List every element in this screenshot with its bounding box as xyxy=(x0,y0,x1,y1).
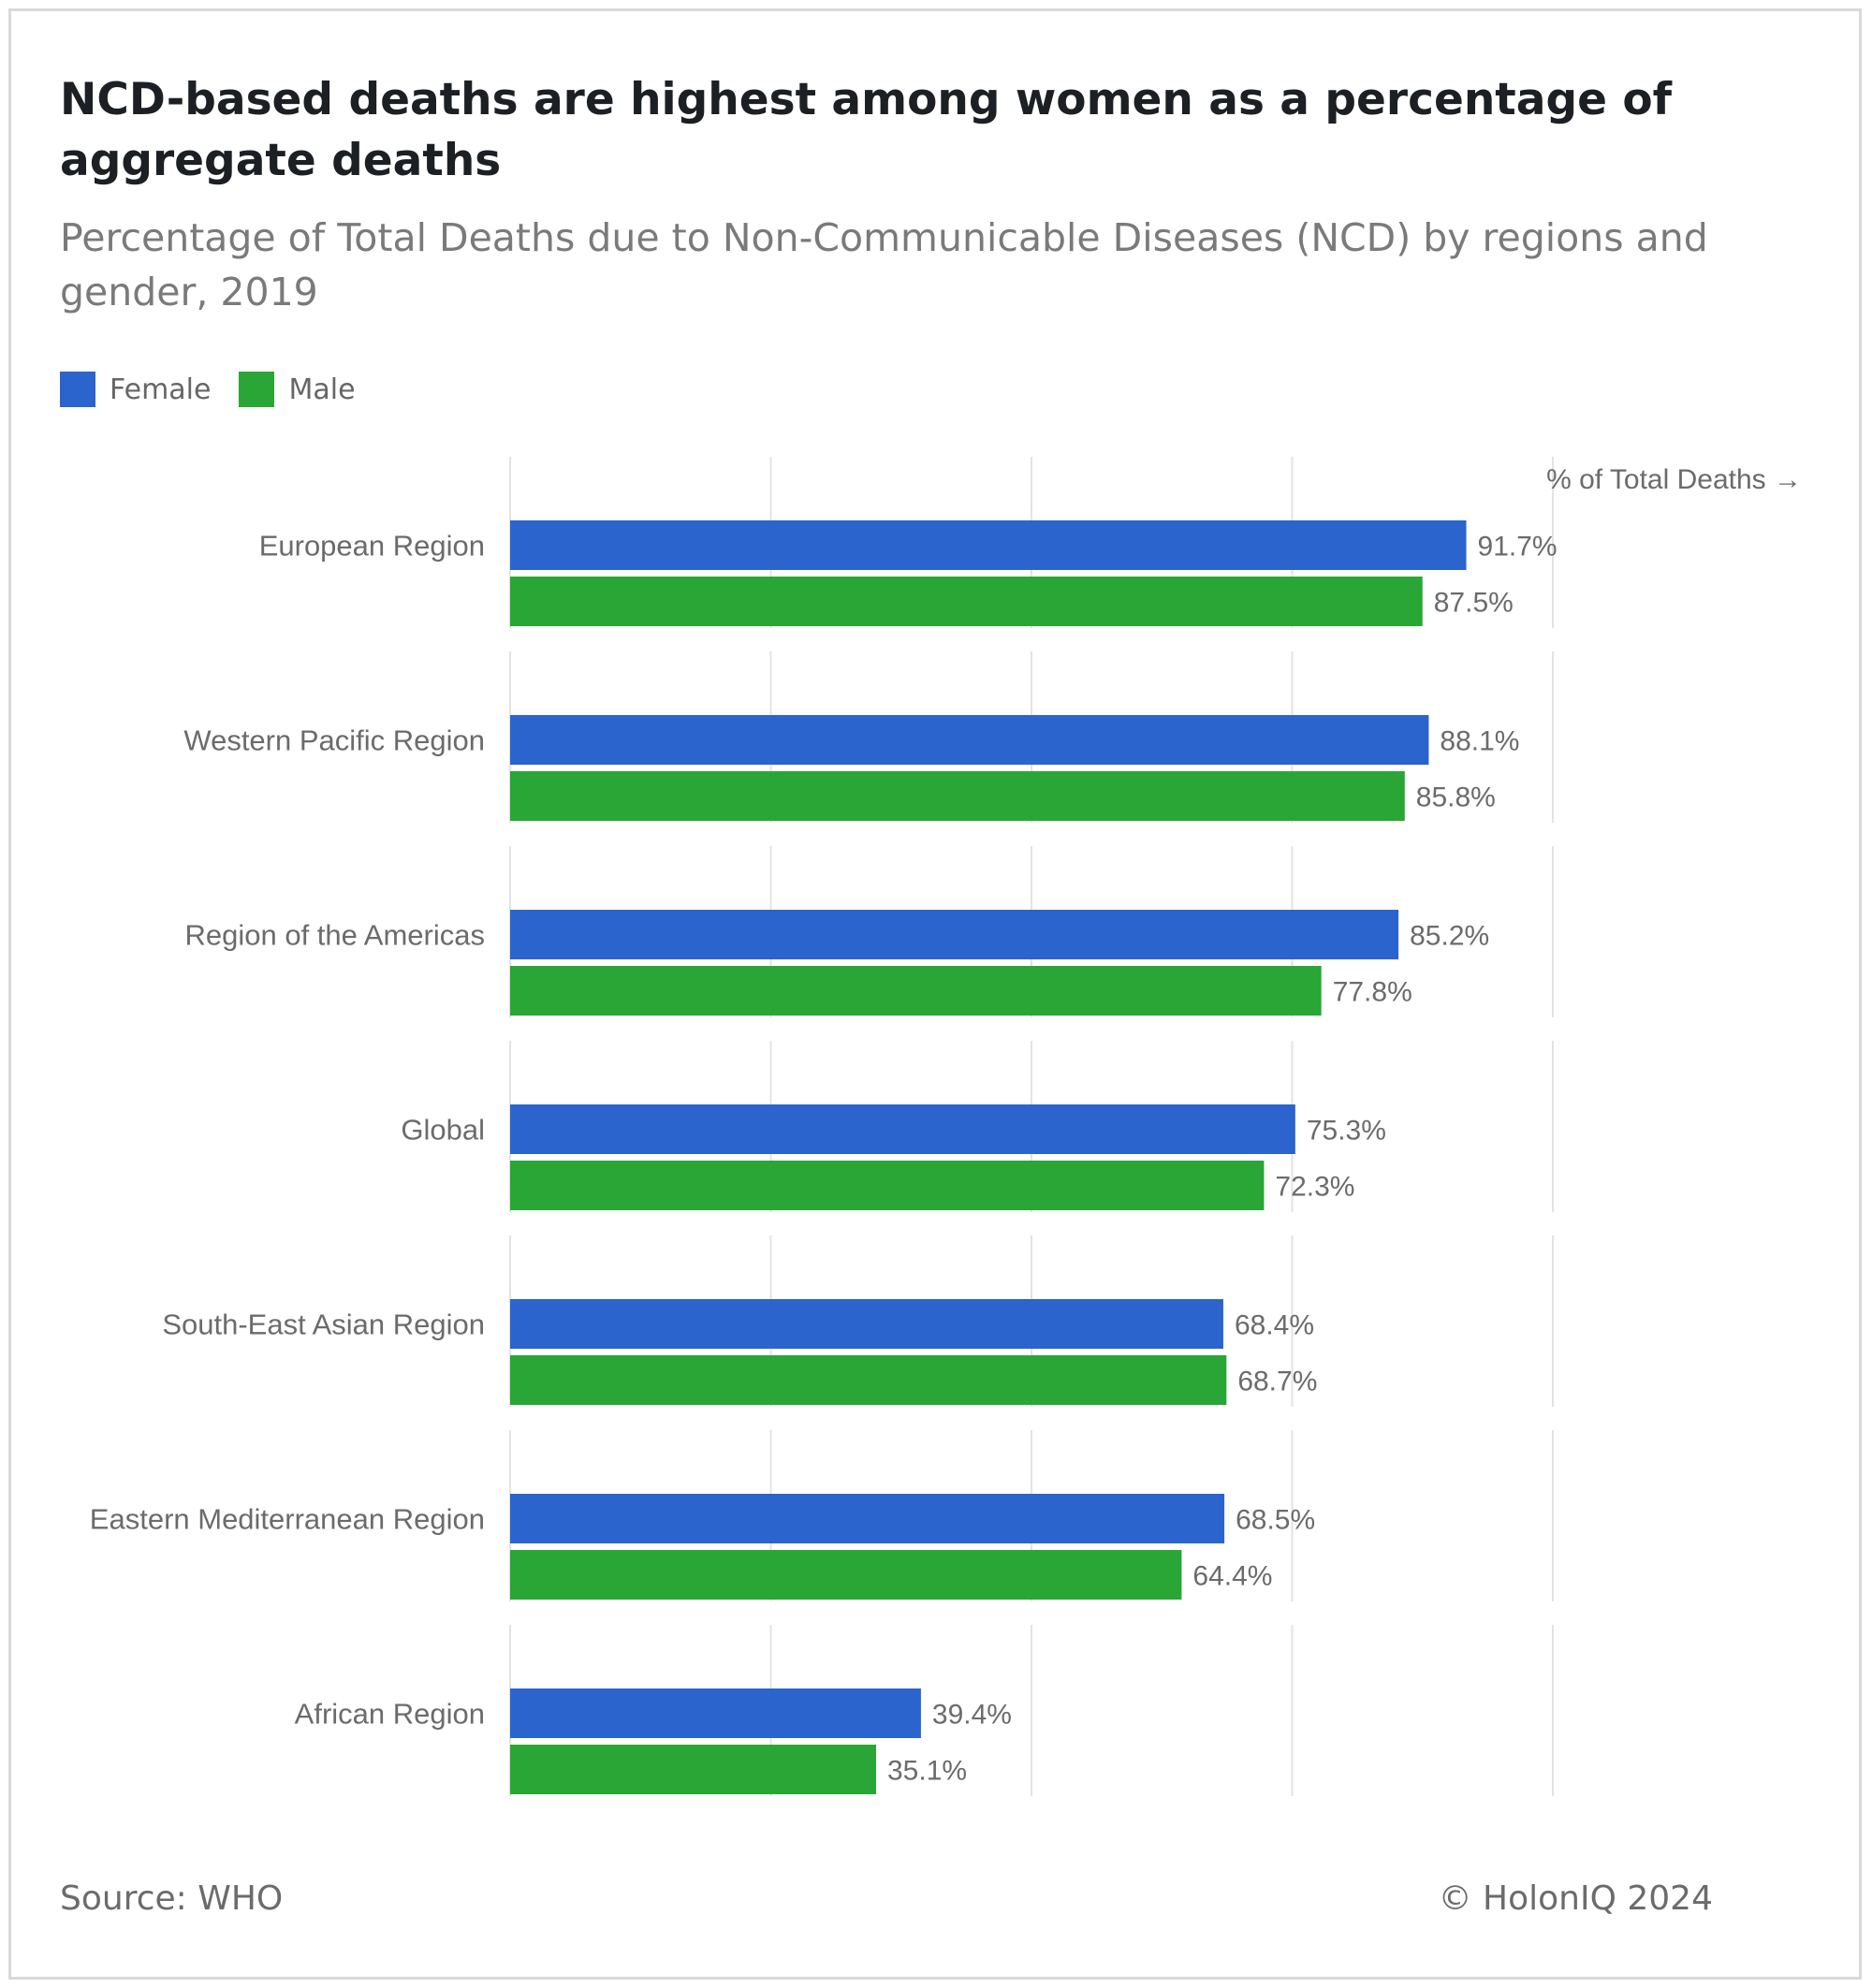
category-label: Western Pacific Region xyxy=(183,724,485,757)
bar-male[interactable] xyxy=(510,1355,1227,1405)
copyright-note: © HolonIQ 2024 xyxy=(1438,1879,1713,1918)
data-label: 68.5% xyxy=(1236,1505,1315,1536)
data-label: 72.3% xyxy=(1275,1172,1354,1203)
data-label: 91.7% xyxy=(1478,532,1558,563)
data-label: 39.4% xyxy=(932,1700,1012,1731)
bar-male[interactable] xyxy=(510,771,1405,821)
data-label: 68.4% xyxy=(1235,1310,1314,1341)
bar-female[interactable] xyxy=(510,1494,1225,1543)
bar-male[interactable] xyxy=(510,966,1322,1016)
bar-male[interactable] xyxy=(510,1550,1182,1600)
bar-female[interactable] xyxy=(510,1104,1295,1154)
category-label: South-East Asian Region xyxy=(162,1308,485,1341)
bar-male[interactable] xyxy=(510,1745,877,1794)
category-label: Eastern Mediterranean Region xyxy=(90,1503,485,1536)
legend-label-female: Female xyxy=(110,373,212,406)
data-label: 88.1% xyxy=(1440,726,1519,757)
legend: Female Male xyxy=(60,371,384,408)
bar-female[interactable] xyxy=(510,520,1467,570)
data-label: 68.7% xyxy=(1237,1367,1317,1397)
legend-item-male[interactable]: Male xyxy=(239,372,356,407)
data-label: 87.5% xyxy=(1434,588,1514,619)
legend-swatch-male xyxy=(239,372,275,407)
bar-male[interactable] xyxy=(510,1161,1265,1210)
data-label: 64.4% xyxy=(1192,1561,1272,1592)
bar-female[interactable] xyxy=(510,715,1429,765)
category-label: European Region xyxy=(259,530,485,563)
category-label: Region of the Americas xyxy=(184,919,485,952)
axis-label: % of Total Deaths → xyxy=(1546,464,1802,495)
chart-title: NCD-based deaths are highest among women… xyxy=(60,74,1673,186)
bar-female[interactable] xyxy=(510,1688,921,1738)
data-label: 85.8% xyxy=(1416,782,1496,813)
data-label: 75.3% xyxy=(1307,1116,1386,1147)
category-label: Global xyxy=(401,1114,485,1147)
category-label: African Region xyxy=(295,1698,485,1731)
bar-male[interactable] xyxy=(510,577,1423,626)
data-label: 35.1% xyxy=(887,1756,967,1787)
data-label: 85.2% xyxy=(1410,921,1489,952)
legend-swatch-female xyxy=(60,372,95,407)
legend-label-male: Male xyxy=(288,373,356,406)
bar-female[interactable] xyxy=(510,910,1399,959)
legend-item-female[interactable]: Female xyxy=(60,372,211,407)
chart-subtitle: Percentage of Total Deaths due to Non-Co… xyxy=(60,215,1708,314)
source-note: Source: WHO xyxy=(60,1879,284,1918)
bar-female[interactable] xyxy=(510,1299,1223,1349)
data-label: 77.8% xyxy=(1333,977,1412,1008)
